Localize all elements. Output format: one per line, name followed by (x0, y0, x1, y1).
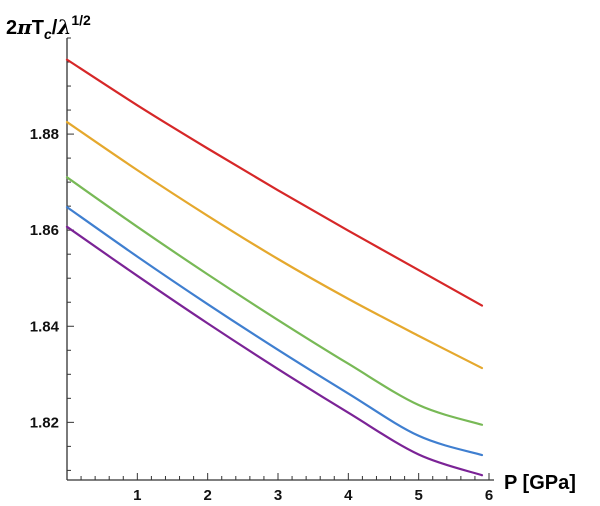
ticks-group: 1 2 3 4 5 6 1.82 1.84 1.86 1.88 (30, 37, 493, 504)
y-title-lambda-sup: 1/2 (71, 12, 91, 28)
series-line-4 (65, 206, 484, 457)
y-tick-label: 1.82 (30, 414, 59, 431)
y-title-pi: π (16, 15, 32, 39)
x-tick-label: 1 (133, 487, 141, 504)
series-line-2 (65, 120, 484, 370)
y-title-lambda: λ (56, 15, 71, 39)
y-title-t-sub: c (44, 26, 52, 42)
x-tick-label: 6 (485, 487, 493, 504)
x-tick-label: 5 (414, 487, 422, 504)
x-tick-label: 3 (274, 487, 282, 504)
series-group (65, 58, 484, 477)
x-tick-label: 2 (203, 487, 211, 504)
y-title-prefix: 2 (6, 17, 17, 39)
y-tick-label: 1.86 (30, 222, 59, 239)
x-tick-label: 4 (344, 487, 353, 504)
x-axis-title: P [GPa] (504, 472, 576, 494)
y-tick-label: 1.88 (30, 126, 59, 143)
series-line-1 (65, 58, 484, 307)
y-axis-title: 2πTc/λ1/2 (6, 12, 91, 42)
series-line-5 (65, 225, 484, 477)
series-line-3 (65, 176, 484, 426)
y-tick-label: 1.84 (30, 318, 60, 335)
y-title-slash: / (52, 17, 58, 39)
y-title-t: T (32, 17, 44, 39)
